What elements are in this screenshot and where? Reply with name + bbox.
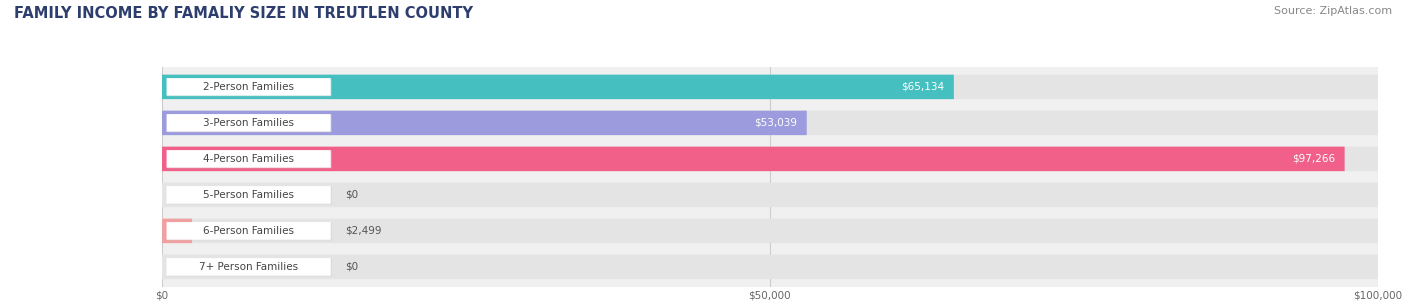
FancyBboxPatch shape bbox=[162, 219, 193, 243]
FancyBboxPatch shape bbox=[162, 111, 807, 135]
Text: $0: $0 bbox=[346, 190, 359, 200]
Text: 5-Person Families: 5-Person Families bbox=[202, 190, 294, 200]
Text: 4-Person Families: 4-Person Families bbox=[202, 154, 294, 164]
FancyBboxPatch shape bbox=[167, 187, 332, 204]
FancyBboxPatch shape bbox=[167, 115, 332, 132]
Text: $97,266: $97,266 bbox=[1292, 154, 1334, 164]
Text: $0: $0 bbox=[346, 262, 359, 272]
Text: $2,499: $2,499 bbox=[346, 226, 382, 236]
FancyBboxPatch shape bbox=[166, 222, 330, 240]
Text: 6-Person Families: 6-Person Families bbox=[202, 226, 294, 236]
FancyBboxPatch shape bbox=[162, 75, 953, 99]
Text: Source: ZipAtlas.com: Source: ZipAtlas.com bbox=[1274, 6, 1392, 16]
FancyBboxPatch shape bbox=[162, 147, 1344, 171]
FancyBboxPatch shape bbox=[166, 186, 330, 204]
FancyBboxPatch shape bbox=[167, 259, 332, 276]
FancyBboxPatch shape bbox=[166, 78, 330, 96]
FancyBboxPatch shape bbox=[162, 111, 1378, 135]
Text: $65,134: $65,134 bbox=[901, 82, 943, 92]
FancyBboxPatch shape bbox=[166, 114, 330, 132]
Text: 7+ Person Families: 7+ Person Families bbox=[200, 262, 298, 272]
FancyBboxPatch shape bbox=[166, 150, 330, 168]
FancyBboxPatch shape bbox=[167, 223, 332, 240]
Text: 2-Person Families: 2-Person Families bbox=[202, 82, 294, 92]
FancyBboxPatch shape bbox=[162, 75, 1378, 99]
FancyBboxPatch shape bbox=[162, 183, 1378, 207]
FancyBboxPatch shape bbox=[162, 147, 1378, 171]
FancyBboxPatch shape bbox=[167, 79, 332, 96]
Text: FAMILY INCOME BY FAMALIY SIZE IN TREUTLEN COUNTY: FAMILY INCOME BY FAMALIY SIZE IN TREUTLE… bbox=[14, 6, 472, 21]
FancyBboxPatch shape bbox=[166, 258, 330, 276]
FancyBboxPatch shape bbox=[167, 151, 332, 168]
FancyBboxPatch shape bbox=[162, 255, 1378, 279]
FancyBboxPatch shape bbox=[162, 219, 1378, 243]
Text: 3-Person Families: 3-Person Families bbox=[202, 118, 294, 128]
Text: $53,039: $53,039 bbox=[754, 118, 797, 128]
